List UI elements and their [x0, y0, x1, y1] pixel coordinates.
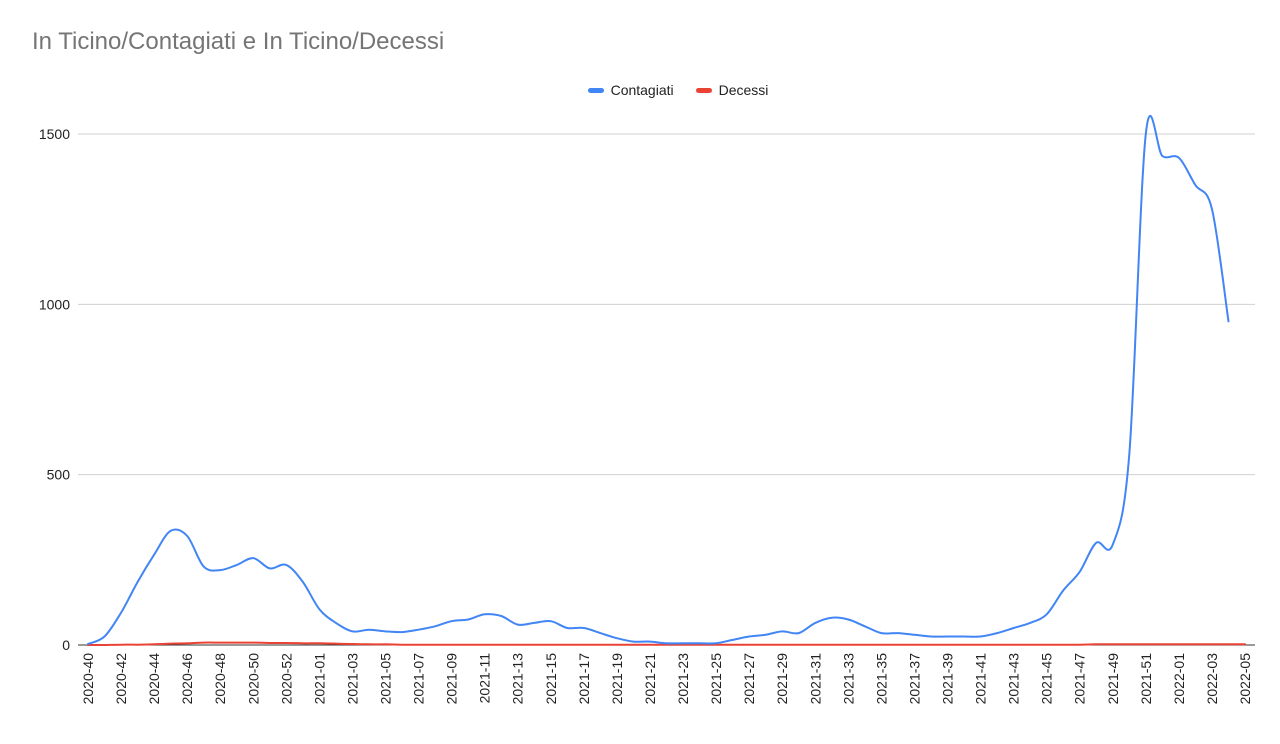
x-tick-label-2021-01: 2021-01	[311, 653, 327, 705]
x-tick-label-2020-42: 2020-42	[113, 653, 129, 705]
x-tick-label-2020-50: 2020-50	[245, 653, 261, 705]
x-tick-label-2021-29: 2021-29	[774, 653, 790, 705]
x-tick-label-2021-35: 2021-35	[873, 653, 889, 705]
x-tick-label-2020-44: 2020-44	[146, 653, 162, 705]
x-tick-label-2021-11: 2021-11	[477, 653, 493, 704]
chart-title: In Ticino/Contagiati e In Ticino/Decessi	[32, 28, 445, 55]
x-tick-label-2021-51: 2021-51	[1138, 653, 1154, 705]
legend: Contagiati Decessi	[0, 82, 1280, 98]
series-line-decessi	[87, 641, 1246, 647]
x-tick-label-2021-17: 2021-17	[576, 653, 592, 705]
legend-label-decessi: Decessi	[718, 82, 769, 98]
x-tick-label-2021-41: 2021-41	[973, 653, 989, 705]
x-tick-label-2020-48: 2020-48	[212, 653, 228, 705]
x-tick-label-2021-23: 2021-23	[675, 653, 691, 705]
y-tick-label-1000: 1000	[39, 296, 70, 312]
x-tick-label-2021-37: 2021-37	[906, 653, 922, 705]
legend-label-contagiati: Contagiati	[610, 82, 674, 98]
x-tick-label-2021-07: 2021-07	[411, 653, 427, 705]
x-tick-label-2021-45: 2021-45	[1039, 653, 1055, 705]
series-line-contagiati	[87, 114, 1230, 645]
x-tick-label-2021-21: 2021-21	[642, 653, 658, 705]
x-tick-label-2021-31: 2021-31	[807, 653, 823, 705]
x-tick-label-2022-05: 2022-05	[1237, 653, 1253, 705]
x-tick-label-2022-03: 2022-03	[1204, 653, 1220, 705]
x-tick-label-2021-27: 2021-27	[741, 653, 757, 705]
y-tick-label-1500: 1500	[39, 126, 70, 142]
x-tick-label-2021-19: 2021-19	[609, 653, 625, 705]
x-tick-label-2021-39: 2021-39	[939, 653, 955, 705]
x-tick-label-2021-13: 2021-13	[510, 653, 526, 705]
x-tick-label-2021-33: 2021-33	[840, 653, 856, 705]
x-tick-label-2021-03: 2021-03	[344, 653, 360, 705]
y-tick-label-500: 500	[47, 467, 71, 483]
x-tick-label-2020-52: 2020-52	[278, 653, 294, 705]
x-tick-label-2021-15: 2021-15	[543, 653, 559, 705]
legend-item-contagiati[interactable]: Contagiati	[587, 82, 674, 98]
x-tick-label-2021-09: 2021-09	[444, 653, 460, 705]
x-tick-label-2021-05: 2021-05	[378, 653, 394, 705]
x-tick-label-2021-25: 2021-25	[708, 653, 724, 705]
legend-swatch-contagiati	[587, 87, 604, 93]
x-tick-label-2020-40: 2020-40	[80, 653, 96, 705]
x-tick-label-2022-01: 2022-01	[1171, 653, 1187, 705]
legend-swatch-decessi	[695, 87, 712, 93]
y-tick-label-0: 0	[62, 637, 70, 653]
x-tick-label-2021-43: 2021-43	[1006, 653, 1022, 705]
x-tick-label-2020-46: 2020-46	[179, 653, 195, 705]
x-tick-label-2021-49: 2021-49	[1105, 653, 1121, 705]
x-tick-label-2021-47: 2021-47	[1072, 653, 1088, 705]
legend-item-decessi[interactable]: Decessi	[695, 82, 769, 98]
